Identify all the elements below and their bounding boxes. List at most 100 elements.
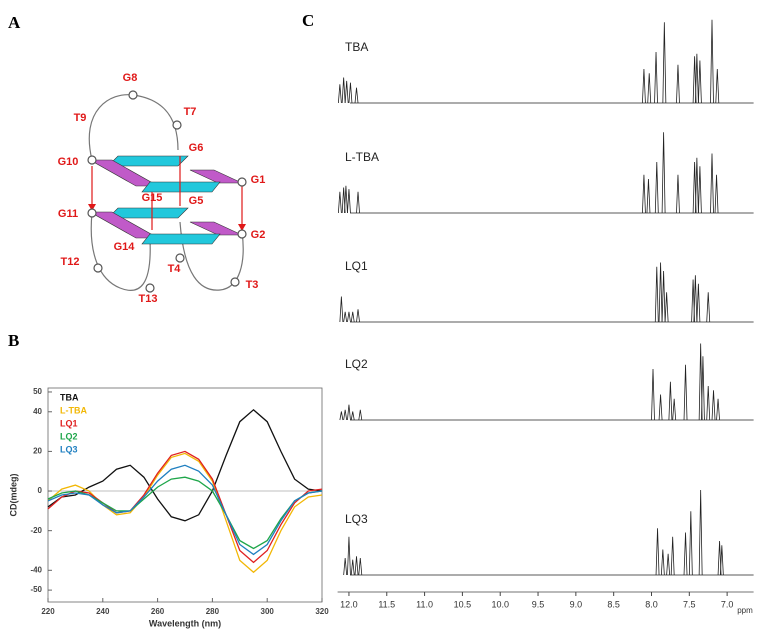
peak [356,309,360,323]
nucleotide [87,155,97,165]
peak [698,489,703,576]
peak [719,545,724,576]
node-label: T13 [139,293,158,305]
legend-entry: LQ2 [60,431,78,441]
node-label: T3 [246,279,259,291]
cd-line [47,464,323,556]
peak [658,262,663,323]
peak [701,356,705,421]
arrow-head [88,204,96,211]
nucleotide [128,90,138,100]
nucleotide [145,283,155,293]
cd-line [47,408,323,522]
y-tick-label: -20 [30,526,42,535]
nucleotide [237,229,247,239]
peak [348,82,353,104]
y-tick-label: 40 [33,407,42,416]
nucleotide [237,177,247,187]
x-tick-label: 8.0 [645,599,658,609]
x-tick-label: 9.0 [570,599,583,609]
peak [714,174,719,214]
loop [90,212,151,291]
peak [676,174,680,214]
tetrad-plate [141,181,221,193]
peak [676,64,680,104]
peak [343,409,348,421]
x-tick-label: 7.5 [683,599,696,609]
peak [347,311,351,323]
peak [658,394,663,421]
peak [697,166,702,214]
nucleotide [93,263,103,273]
peak [711,390,716,421]
peak [337,191,342,214]
peak [343,557,348,576]
peak [683,532,688,576]
peak [343,311,348,323]
peak [661,270,666,323]
peak [688,511,693,576]
node-label: T12 [61,256,80,268]
x-tick-label: 320 [315,607,329,616]
node-label: T9 [74,112,87,124]
peak [662,22,667,104]
peak [670,536,675,576]
spectrum-label: LQ3 [345,512,368,526]
peak [339,411,344,421]
node-label: T4 [168,263,182,275]
x-tick-label: 12.0 [340,599,358,609]
cd-line [47,476,323,550]
panel-label: A [8,13,21,32]
loop [179,221,244,291]
x-tick-label: 300 [261,607,275,616]
peak [672,398,677,421]
nucleotide [87,208,97,218]
legend-entry: LQ3 [60,444,78,454]
arrow-head [238,224,246,231]
x-tick-label: 240 [96,607,110,616]
peak [337,84,342,104]
node-label: G8 [123,72,138,84]
y-tick-label: -50 [30,585,42,594]
node-label: G5 [189,195,204,207]
spectrum-label: LQ2 [345,357,368,371]
peak [696,283,701,323]
panel-label: C [302,11,314,30]
panel-label: B [8,331,19,350]
peak [642,174,646,214]
cd-line [47,452,323,574]
peak [354,87,359,104]
x-tick-label: 10.5 [454,599,472,609]
x-tick-label: 9.5 [532,599,545,609]
node-label: G2 [251,229,266,241]
x-tick-label: 10.0 [491,599,509,609]
peak [350,311,355,323]
peak [694,157,699,214]
peak [666,553,671,576]
peak [339,296,344,323]
nucleotide [172,120,182,130]
peak [693,275,698,323]
peak [661,132,666,214]
y-tick-label: 0 [38,486,43,495]
peak [646,178,651,214]
tetrad-plate [189,169,243,184]
peak [654,51,658,104]
y-tick-label: 50 [33,387,42,396]
legend-entry: LQ1 [60,418,78,428]
peak [651,368,655,421]
peak [694,53,699,104]
x-tick-label: 11.5 [378,599,395,609]
peak [344,185,348,214]
spectrum-label: LQ1 [345,259,368,273]
peak [358,557,363,576]
y-axis-label: CD(mdeg) [8,474,18,517]
x-tick-label: 11.0 [416,599,433,609]
peak [668,381,673,421]
x-tick-label: 260 [151,607,165,616]
loop [88,94,179,161]
spectrum-label: TBA [345,40,368,54]
peak [344,80,349,104]
peak [710,153,714,214]
